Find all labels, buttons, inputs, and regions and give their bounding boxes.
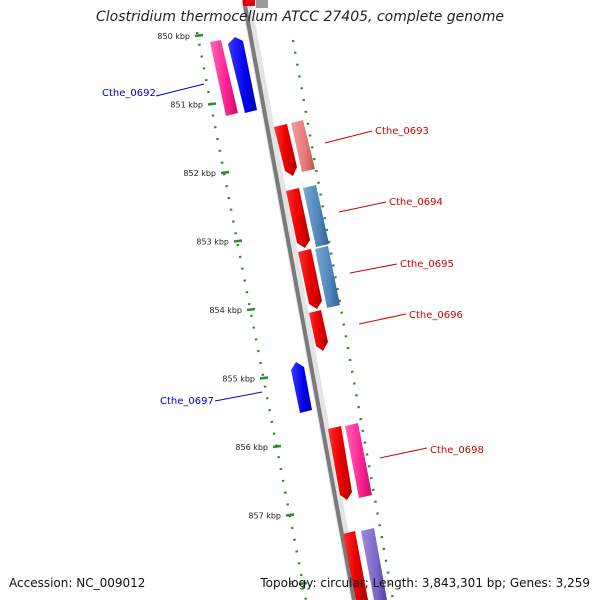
gene-cthe-0696[interactable]: [309, 310, 328, 351]
scale-tick-label-854: 854 kbp: [209, 306, 242, 315]
scale-tick-855: [259, 376, 269, 380]
scale-tick-857: [285, 513, 295, 517]
scale-tick-label-855: 855 kbp: [222, 375, 255, 384]
label-line-cthe-0694: [338, 201, 387, 213]
gene-cthe-0693[interactable]: [274, 124, 297, 176]
scale-tick-label-850: 850 kbp: [157, 32, 190, 41]
scale-tick-label-857: 857 kbp: [248, 512, 281, 521]
gene-cthe-0695-cog: [315, 246, 340, 308]
scale-tick-856: [272, 444, 282, 449]
gene-cthe-0693-cog: [291, 120, 315, 172]
scale-tick-850: [194, 33, 204, 38]
gene-partial-top-2: [256, 0, 268, 8]
ruler-inner: [195, 31, 308, 600]
gene-cthe-0694[interactable]: [286, 188, 310, 248]
gene-label-cthe-0693[interactable]: Cthe_0693: [375, 126, 429, 137]
scale-tick-851: [207, 102, 217, 106]
gene-label-cthe-0692[interactable]: Cthe_0692: [102, 88, 156, 99]
label-line-cthe-0696: [358, 313, 407, 325]
gene-cthe-0695[interactable]: [298, 249, 322, 309]
gene-partial-top-1: [243, 0, 255, 6]
scale-tick-853: [233, 239, 243, 243]
scale-tick-854: [246, 307, 256, 312]
scale-ticks: 850 kbp 851 kbp 852 kbp 853 kbp 854 kbp 855 k…: [157, 32, 308, 589]
gene-cthe-0694-cog: [303, 185, 329, 247]
scale-tick-label-856: 856 kbp: [235, 443, 268, 452]
gene-label-cthe-0694[interactable]: Cthe_0694: [389, 197, 443, 208]
gene-label-cthe-0698[interactable]: Cthe_0698: [430, 445, 484, 456]
label-line-cthe-0692: [155, 83, 205, 97]
gene-cthe-0692-cog: [210, 40, 238, 116]
gene-cthe-0697[interactable]: [291, 362, 312, 413]
map-title: Clostridium thermocellum ATCC 27405, com…: [96, 9, 504, 25]
label-line-cthe-0697: [214, 391, 263, 402]
gene-label-cthe-0695[interactable]: Cthe_0695: [400, 259, 454, 270]
scale-tick-label-852: 852 kbp: [183, 169, 216, 178]
scale-tick-852: [220, 170, 230, 175]
gene-label-cthe-0697[interactable]: Cthe_0697: [160, 396, 214, 407]
label-line-cthe-0693: [324, 130, 373, 144]
gene-label-cthe-0696[interactable]: Cthe_0696: [409, 310, 463, 321]
label-line-cthe-0695: [349, 263, 398, 274]
gene-cthe-0698-cog: [345, 423, 372, 498]
label-line-cthe-0698: [379, 447, 428, 459]
accession-label: Accession: NC_009012: [9, 576, 146, 590]
topology-label: Topology: circular; Length: 3,843,301 bp…: [260, 576, 590, 590]
scale-tick-label-851: 851 kbp: [170, 101, 203, 110]
backbone-line: [242, 0, 356, 600]
scale-tick-label-858: 8: [289, 580, 294, 589]
scale-tick-858: [298, 581, 308, 586]
gene-cthe-0692[interactable]: [228, 37, 257, 113]
gene-partial-bottom-1: [343, 531, 368, 600]
scale-tick-label-853: 853 kbp: [196, 238, 229, 247]
gene-cthe-0698[interactable]: [328, 426, 352, 500]
gene-partial-bottom-2: [361, 528, 387, 600]
